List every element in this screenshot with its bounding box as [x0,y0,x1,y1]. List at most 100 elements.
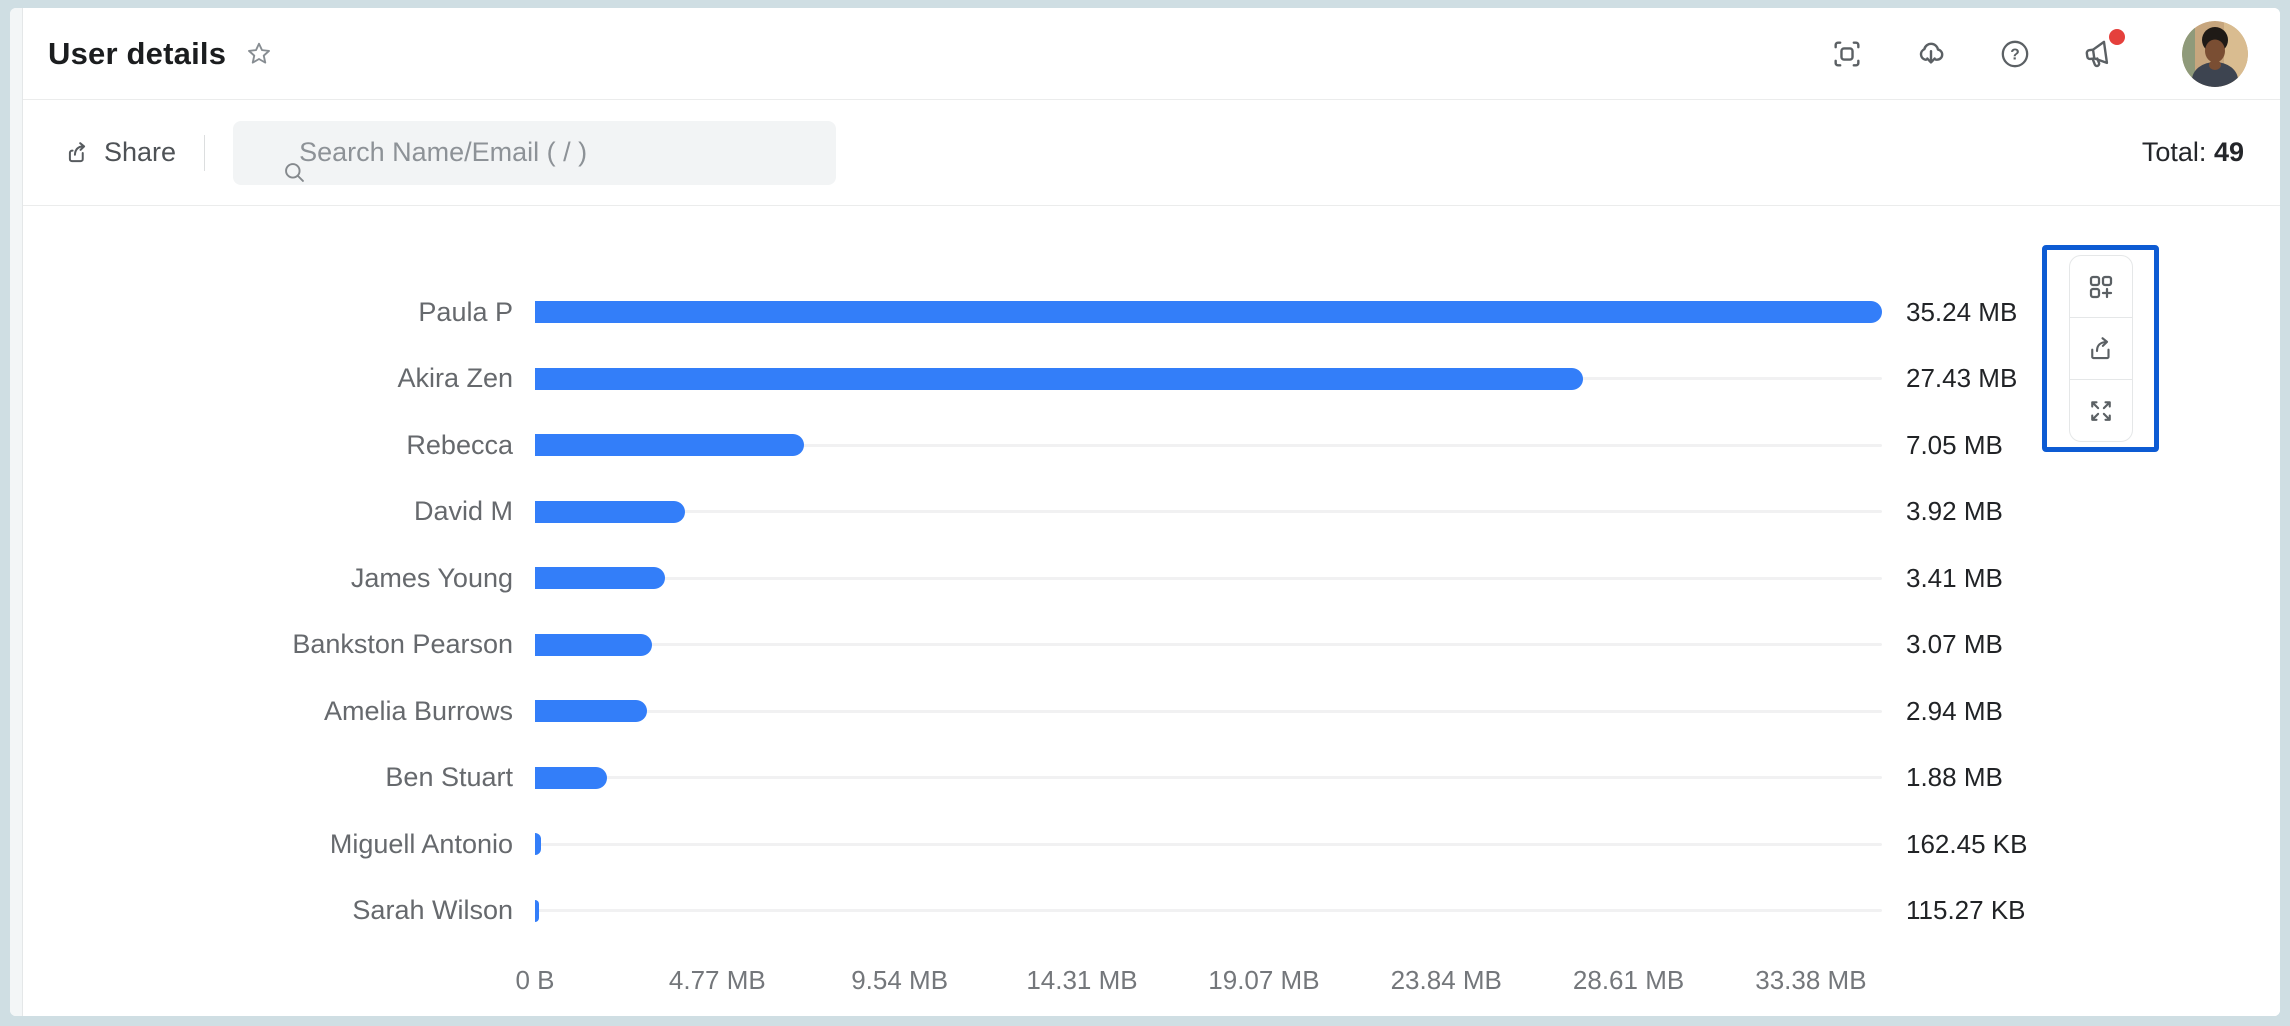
export-button[interactable] [2068,317,2133,380]
bar[interactable] [535,833,542,856]
bar-category-label: Rebecca [406,429,513,460]
bar[interactable] [535,766,607,789]
bar[interactable] [535,500,685,523]
bar-chart: Paula P 35.24 MB Akira Zen 27.43 MB Rebecca 7… [23,206,2280,1000]
bar[interactable] [535,700,648,723]
search-icon [257,140,304,182]
x-axis-tick-label: 0 B [515,965,555,995]
search-input[interactable] [233,120,837,185]
bar-value-label: 3.41 MB [1906,562,2003,593]
bar-track [535,909,1882,913]
bar-track [535,576,1882,580]
chart-area: Paula P 35.24 MB Akira Zen 27.43 MB Rebecca 7… [23,206,2280,1016]
bar-plot [535,500,1882,523]
app-window: User details [10,8,2280,1016]
bar-category-label: Miguell Antonio [329,828,513,859]
total-label: Total: [2141,137,2207,167]
collapsed-side-rail [10,8,23,1016]
chart-row: James Young 3.41 MB [23,545,2280,612]
cloud-download-icon [1914,37,1948,71]
bar-category-label: James Young [350,562,513,593]
fit-to-screen-icon [1830,37,1864,71]
x-axis-tick-label: 33.38 MB [1755,965,1867,995]
expand-icon [2086,396,2116,426]
bar-value-label: 115.27 KB [1906,895,2026,926]
export-icon [2086,334,2116,364]
bar-category-label: Akira Zen [397,363,513,394]
header: User details [23,8,2280,100]
megaphone-icon [2082,37,2116,71]
bar-category-label: Amelia Burrows [323,695,513,726]
bar-value-label: 3.07 MB [1906,629,2003,660]
chart-row: Miguell Antonio 162.45 KB [23,811,2280,878]
bar-category-label: Bankston Pearson [292,629,513,660]
download-button[interactable] [1912,35,1950,73]
x-axis-tick-label: 28.61 MB [1572,965,1685,995]
fit-to-screen-button[interactable] [1828,35,1866,73]
bar-track [535,709,1882,713]
help-button[interactable]: ? [1996,35,2034,73]
bar-track [535,510,1882,514]
bar-plot [535,434,1882,457]
chart-row: Rebecca 7.05 MB [23,412,2280,479]
bar-track [535,443,1882,447]
x-axis-tick-label: 4.77 MB [668,965,766,995]
bar-category-label: David M [413,496,513,527]
chart-row: David M 3.92 MB [23,479,2280,546]
bar[interactable] [535,899,540,922]
chart-rows: Paula P 35.24 MB Akira Zen 27.43 MB Rebecca 7… [23,279,2280,944]
bar-value-label: 27.43 MB [1906,363,2018,394]
bar[interactable] [535,367,1584,390]
bar-category-label: Ben Stuart [385,762,513,793]
favorite-button[interactable] [242,37,276,71]
bar[interactable] [535,633,653,656]
main-panel: User details [23,8,2280,1016]
bar-plot [535,766,1882,789]
announcements-button[interactable] [2080,28,2125,73]
sub-toolbar: Share Total: 49 [23,100,2280,206]
bar-value-label: 35.24 MB [1906,296,2018,327]
bar-value-label: 2.94 MB [1906,695,2003,726]
bar[interactable] [535,434,805,457]
bar-plot [535,899,1882,922]
add-to-dashboard-button[interactable] [2068,255,2133,318]
bar[interactable] [535,301,1882,324]
header-actions: ? [1828,20,2248,87]
x-axis-tick-label: 19.07 MB [1208,965,1320,995]
avatar[interactable] [2182,20,2248,87]
add-widget-icon [2086,272,2116,302]
x-axis: 0 B 4.77 MB 9.54 MB 14.31 MB 19.07 MB 23.84 M… [515,960,1882,1000]
x-axis-spacer [23,960,535,1000]
bar-track [535,842,1882,846]
bar-plot [535,367,1882,390]
chart-row: Paula P 35.24 MB [23,279,2280,346]
x-axis-row: 0 B 4.77 MB 9.54 MB 14.31 MB 19.07 MB 23.84 M… [23,960,2280,1000]
total-count: Total: 49 [2142,137,2244,168]
chart-row: Amelia Burrows 2.94 MB [23,678,2280,745]
page-title: User details [48,35,227,71]
bar-value-label: 162.45 KB [1906,828,2028,859]
expand-button[interactable] [2068,379,2133,442]
chart-row: Sarah Wilson 115.27 KB [23,878,2280,945]
bar-value-label: 1.88 MB [1906,762,2003,793]
x-axis-tick-label: 9.54 MB [851,965,949,995]
divider [204,134,206,171]
share-button[interactable]: Share [65,137,176,168]
chart-row: Akira Zen 27.43 MB [23,346,2280,413]
bar-plot [535,301,1882,324]
bar-track [535,776,1882,780]
bar-category-label: Paula P [418,296,513,327]
share-label: Share [104,137,177,167]
bar-plot [535,833,1882,856]
bar-plot [535,567,1882,590]
chart-tools-panel [2042,245,2159,452]
svg-text:?: ? [2010,46,2020,63]
bar-category-label: Sarah Wilson [352,895,513,926]
star-icon [244,39,274,69]
notification-dot [2109,28,2125,45]
bar-track [535,643,1882,647]
x-axis-tick-label: 14.31 MB [1026,965,1138,995]
total-value: 49 [2213,137,2244,167]
bar[interactable] [535,567,666,590]
chart-row: Ben Stuart 1.88 MB [23,745,2280,812]
